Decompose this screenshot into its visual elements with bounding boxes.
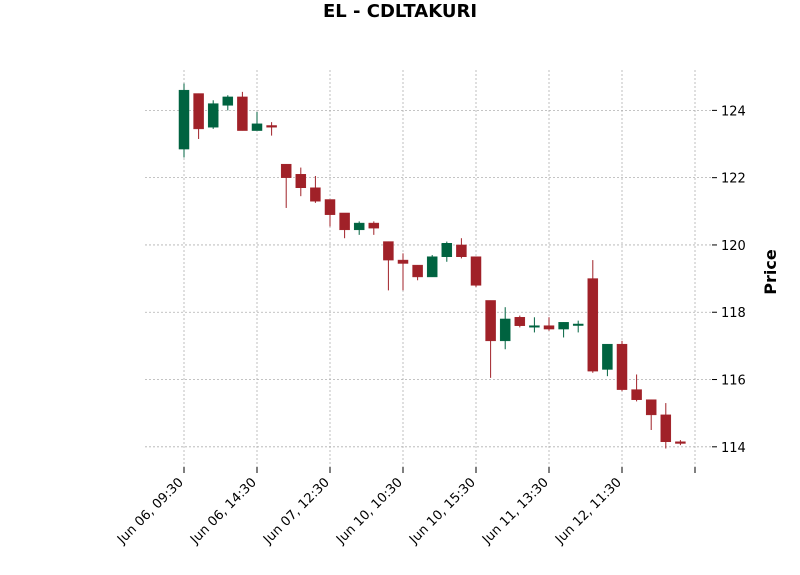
candle — [324, 199, 336, 227]
candle-body-up — [426, 256, 438, 278]
x-axis: Jun 06, 09:30 Jun 06, 14:30 Jun 07, 12:30 J… — [114, 467, 696, 548]
candle-body-down — [237, 96, 248, 131]
x-tick-label: Jun 11, 13:30 — [479, 475, 552, 548]
candle-body-up — [529, 325, 540, 328]
candle — [499, 307, 511, 350]
candle — [339, 212, 350, 239]
candle — [368, 221, 380, 235]
candle-body-down — [280, 163, 292, 178]
candle — [178, 83, 190, 158]
candle-body-down — [456, 244, 467, 257]
candle-body-up — [499, 318, 511, 342]
candle-body-down — [193, 93, 204, 130]
candle — [602, 343, 613, 377]
candle-body-down — [543, 325, 555, 330]
candle-body-down — [295, 174, 307, 189]
candle — [295, 167, 307, 197]
candle — [456, 238, 467, 259]
candle — [426, 255, 438, 278]
candle-body-down — [266, 125, 277, 128]
candle-body-down — [660, 414, 672, 443]
candle — [470, 256, 482, 288]
candle-body-up — [207, 103, 219, 128]
candle — [222, 95, 234, 111]
candle-body-down — [470, 256, 482, 286]
y-axis-label: Price — [761, 249, 780, 295]
candle — [383, 241, 394, 291]
y-tick-label: 124 — [721, 104, 746, 119]
candle — [631, 374, 642, 402]
candle-body-up — [572, 323, 584, 326]
candle — [660, 403, 672, 449]
y-tick-label: 122 — [721, 172, 746, 187]
candle-body-down — [514, 317, 526, 326]
candle-body-down — [397, 259, 409, 264]
y-tick-label: 120 — [721, 239, 746, 254]
candle-body-down — [587, 278, 599, 372]
candle-body-down — [631, 389, 642, 400]
candle-body-down — [645, 399, 657, 416]
candle — [529, 317, 540, 333]
y-tick-label: 114 — [721, 441, 746, 456]
candle — [353, 221, 365, 235]
candle-body-down — [383, 241, 394, 261]
candle-body-down — [616, 343, 628, 390]
candle-body-down — [368, 222, 380, 229]
candle — [543, 317, 555, 331]
candle-body-up — [353, 222, 365, 231]
candle-body-down — [324, 199, 336, 215]
candle — [558, 322, 569, 338]
candle — [675, 440, 686, 446]
candle — [193, 93, 204, 139]
candle-body-up — [178, 89, 190, 150]
candle — [485, 300, 496, 378]
x-tick-label: Jun 06, 09:30 — [114, 475, 187, 548]
x-tick-label: Jun 10, 15:30 — [406, 475, 479, 548]
candle — [645, 399, 657, 430]
candle-body-up — [222, 96, 234, 106]
candle — [310, 175, 321, 203]
y-tick-label: 118 — [721, 306, 746, 321]
candle — [251, 112, 263, 131]
candle — [237, 91, 248, 131]
candle — [266, 122, 277, 136]
candle-body-up — [441, 243, 453, 257]
candle-body-up — [558, 322, 569, 330]
y-tick-label: 116 — [721, 374, 746, 389]
candle-body-up — [602, 343, 613, 370]
candle — [514, 315, 526, 328]
candle-body-down — [675, 441, 686, 444]
chart-title: EL - CDLTAKURI — [322, 1, 478, 22]
x-tick-label: Jun 06, 14:30 — [187, 475, 260, 548]
candle-body-down — [339, 212, 350, 231]
candle — [280, 163, 292, 208]
candle — [587, 260, 599, 373]
x-tick-label: Jun 12, 11:30 — [552, 475, 625, 548]
candle — [616, 340, 628, 392]
candle-body-up — [251, 123, 263, 131]
x-tick-label: Jun 10, 10:30 — [333, 475, 406, 548]
candle — [397, 253, 409, 291]
candle-body-down — [485, 300, 496, 342]
candle — [412, 264, 423, 281]
x-tick-label: Jun 07, 12:30 — [260, 475, 333, 548]
candle — [572, 320, 584, 333]
candle — [441, 241, 453, 262]
candle — [207, 100, 219, 129]
y-axis: 114 116 118 120 122 124 — [712, 104, 746, 456]
candles — [178, 83, 686, 449]
candle-body-down — [412, 264, 423, 278]
candle-body-down — [310, 187, 321, 202]
